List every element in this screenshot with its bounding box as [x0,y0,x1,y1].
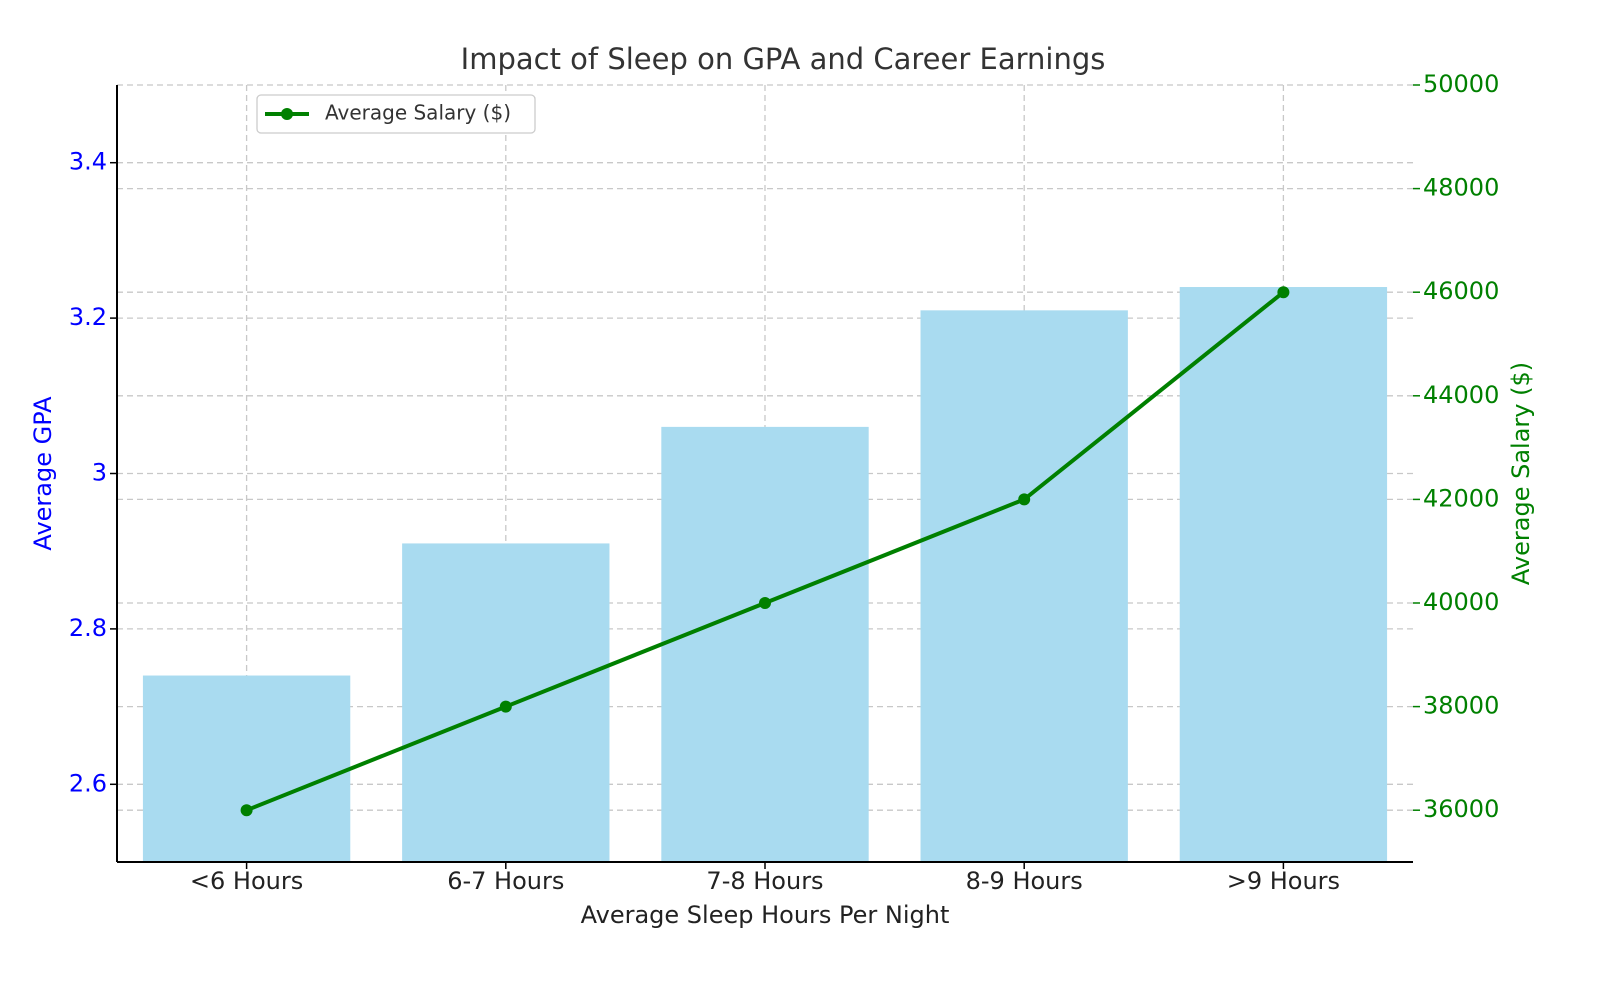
y2-tick-label: 46000 [1423,277,1499,305]
y2-tick-label: 40000 [1423,588,1499,616]
y2-tick-label: 48000 [1423,174,1499,202]
x-axis-label: Average Sleep Hours Per Night [581,901,950,929]
legend-box [256,94,536,134]
bar [661,426,869,862]
x-tick-label: 6-7 Hours [447,867,564,895]
line-point [759,597,771,609]
line-point [499,700,512,713]
y-axis-label: Average GPA [29,396,57,551]
line-point [240,804,253,817]
x-tick-label: <6 Hours [190,867,303,895]
legend-marker [281,108,293,120]
y-tick-label: 3.4 [69,148,107,176]
bar [1179,287,1388,862]
x-tick-label: 8-9 Hours [966,867,1083,895]
y2-tick-label: 44000 [1423,381,1499,409]
y2-tick-label: 36000 [1423,795,1499,823]
y-tick-label: 2.6 [69,769,107,797]
y2-axis-label: Average Salary ($) [1507,362,1535,585]
y2-tick-label: 38000 [1423,692,1499,720]
y-tick-label: 3.2 [69,303,107,331]
y2-tick-label: 42000 [1423,484,1499,512]
line-point [1277,286,1290,299]
chart-title: Impact of Sleep on GPA and Career Earnin… [461,42,1106,76]
bar [920,310,1128,863]
x-tick-label: 7-8 Hours [706,867,823,895]
y-tick-label: 2.8 [69,614,107,642]
y2-tick-label: 50000 [1423,70,1499,98]
y-tick-label: 3 [92,459,107,487]
legend-label: Average Salary ($) [325,101,511,125]
line-point [1018,493,1031,506]
bar [142,675,351,862]
x-tick-label: >9 Hours [1227,867,1340,895]
